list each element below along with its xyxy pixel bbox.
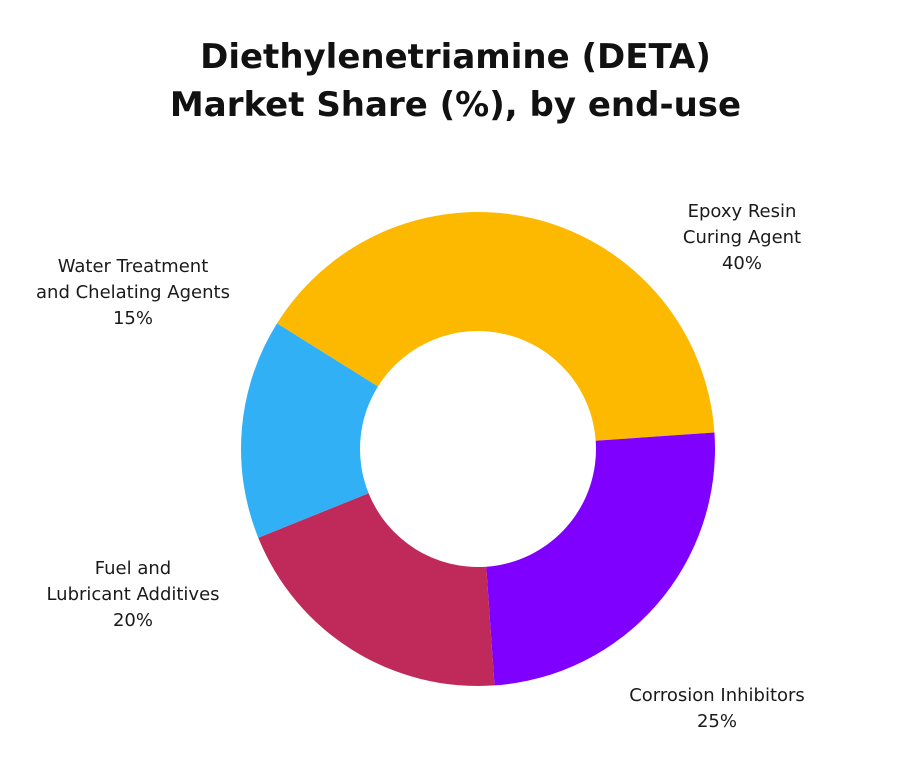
- slice-name-line: and Chelating Agents: [36, 282, 230, 303]
- chart-title-line-1: Diethylenetriamine (DETA): [200, 37, 711, 77]
- donut-slices: [240, 212, 715, 686]
- slice-name-line: Water Treatment: [58, 256, 209, 277]
- slice-label-3: Fuel and Lubricant Additives 20%: [46, 558, 219, 631]
- slice-label-1: Epoxy Resin Curing Agent 40%: [683, 201, 801, 274]
- slice-label-2: Corrosion Inhibitors 25%: [629, 685, 805, 732]
- slice-name-line: Fuel and: [95, 558, 171, 579]
- slice-name-line: Lubricant Additives: [46, 584, 219, 605]
- slice-labels: Epoxy Resin Curing Agent 40% Corrosion Inhi…: [36, 201, 805, 732]
- slice-4: [240, 323, 378, 538]
- slice-percent-label: 40%: [722, 253, 762, 274]
- chart-title: Diethylenetriamine (DETA) Market Share (…: [0, 33, 911, 129]
- slice-percent-label: 15%: [113, 308, 153, 329]
- slice-1: [277, 212, 715, 441]
- slice-percent-label: 25%: [697, 711, 737, 732]
- slice-name-line: Epoxy Resin: [688, 201, 797, 222]
- slice-percent-label: 20%: [113, 610, 153, 631]
- slice-2: [486, 432, 715, 686]
- chart-title-line-2: Market Share (%), by end-use: [169, 85, 742, 125]
- slice-name-line: Curing Agent: [683, 227, 801, 248]
- slice-label-4: Water Treatment and Chelating Agents 15%: [36, 256, 230, 329]
- slice-3: [258, 493, 495, 686]
- slice-name-line: Corrosion Inhibitors: [629, 685, 805, 706]
